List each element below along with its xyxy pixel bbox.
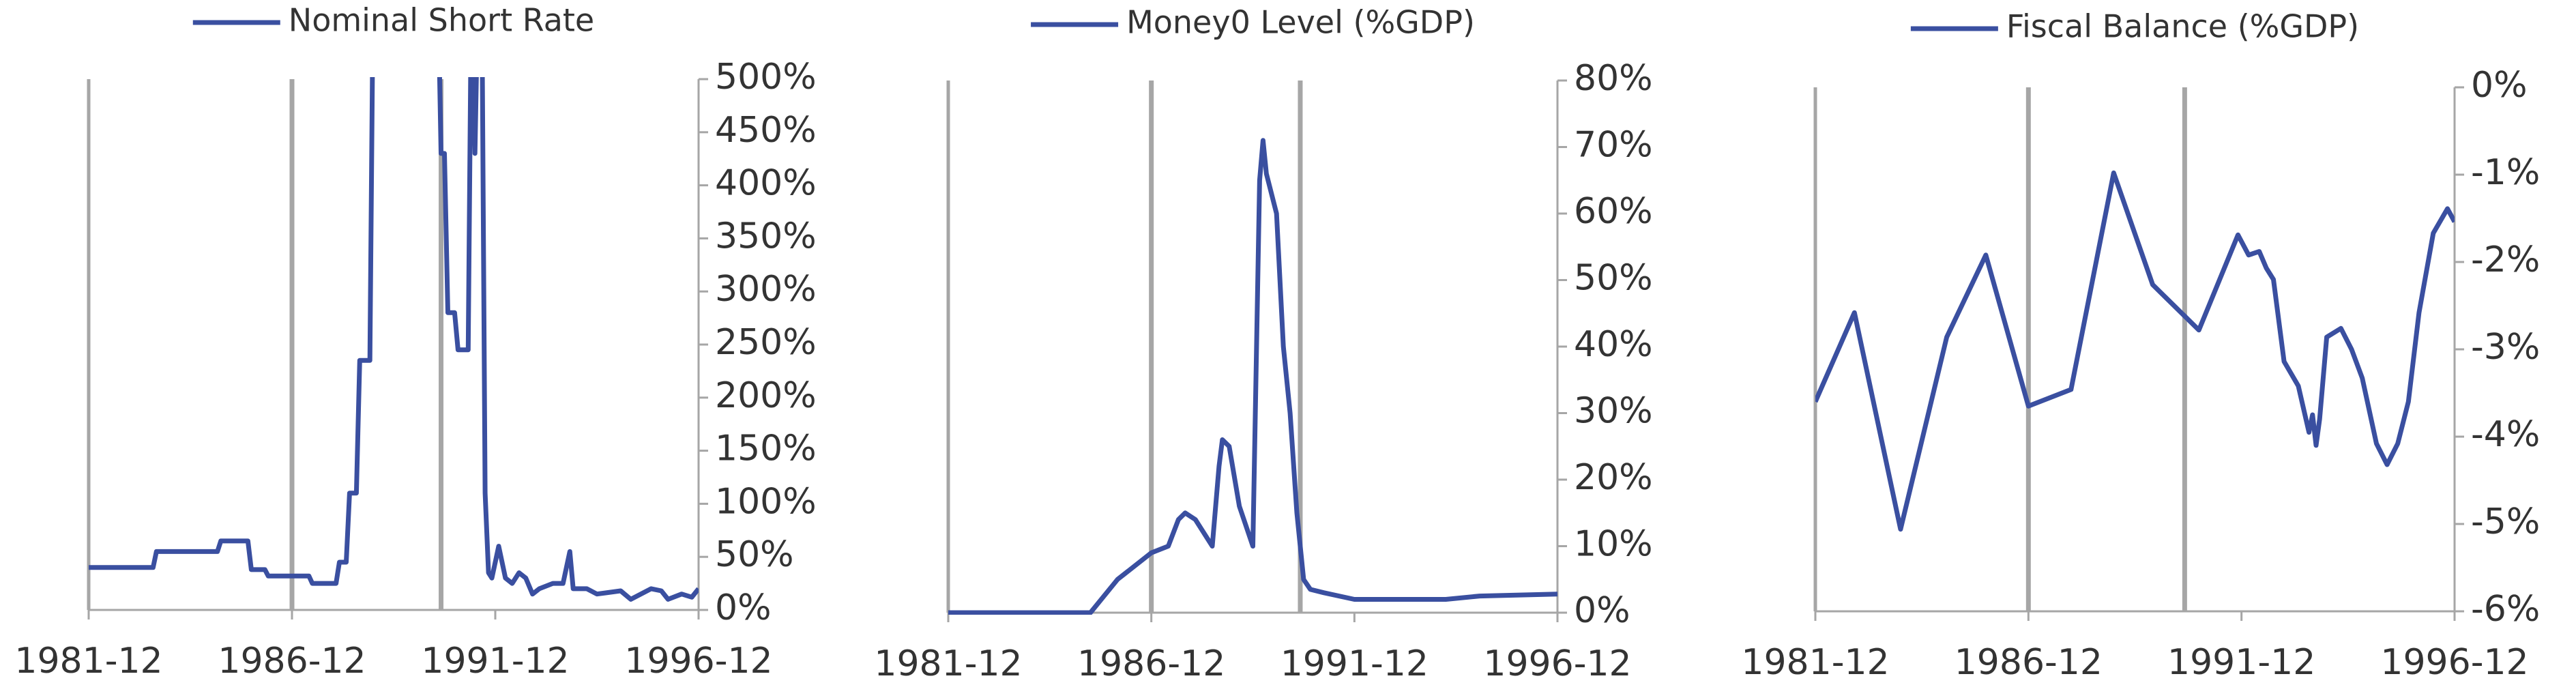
y-tick-label: 20% <box>1574 457 1653 498</box>
legend-label: Fiscal Balance (%GDP) <box>2006 8 2359 45</box>
y-tick-label: 100% <box>715 481 817 522</box>
x-tick-label: 1981-12 <box>14 641 162 682</box>
x-tick-label: 1991-12 <box>2167 642 2315 683</box>
y-tick-label: 450% <box>715 110 817 151</box>
panel: 0% 50% 100% 150% 200% 250% 300% 350% 400% 450% 500… <box>14 2 817 682</box>
y-tick-label: 60% <box>1574 191 1653 232</box>
y-tick-label: 150% <box>715 428 817 469</box>
x-tick-label: 1981-12 <box>1741 642 1889 683</box>
x-tick-label: 1986-12 <box>218 641 366 682</box>
legend: Money0 Level (%GDP) <box>1031 4 1475 41</box>
x-tick-label: 1986-12 <box>1077 643 1225 684</box>
y-tick-label: 10% <box>1574 524 1653 565</box>
y-tick-label: 50% <box>715 534 794 575</box>
y-tick-label: -3% <box>2471 327 2540 368</box>
legend-label: Money0 Level (%GDP) <box>1126 4 1475 41</box>
legend: Fiscal Balance (%GDP) <box>1910 8 2359 45</box>
y-tick-label: 0% <box>2471 65 2528 106</box>
y-tick-label: 250% <box>715 322 817 363</box>
y-tick-label: 0% <box>1574 590 1630 631</box>
y-tick-label: 300% <box>715 269 817 310</box>
data-line <box>948 138 1557 615</box>
x-tick-label: 1991-12 <box>1280 643 1429 684</box>
y-tick-label: 200% <box>715 375 817 416</box>
y-tick-label: 400% <box>715 163 817 204</box>
data-line <box>89 77 699 602</box>
y-tick-label: 0% <box>715 587 772 628</box>
y-tick-label: -2% <box>2471 239 2540 280</box>
y-tick-label: -4% <box>2471 414 2540 455</box>
panel: 0% 10% 20% 30% 40% 50% 60% 70% 80% 1981-12 1986-12… <box>874 4 1652 685</box>
y-tick-label: 30% <box>1574 391 1653 432</box>
y-tick-label: -6% <box>2471 589 2540 630</box>
y-tick-label: 40% <box>1574 324 1653 365</box>
data-line <box>1815 170 2455 532</box>
legend-label: Nominal Short Rate <box>289 2 594 39</box>
y-tick-label: -5% <box>2471 501 2540 542</box>
x-tick-label: 1996-12 <box>624 641 772 682</box>
legend: Nominal Short Rate <box>192 2 594 39</box>
x-tick-label: 1981-12 <box>874 643 1022 684</box>
y-tick-label: 50% <box>1574 258 1653 299</box>
y-tick-label: 350% <box>715 216 817 257</box>
y-tick-label: 70% <box>1574 125 1653 166</box>
x-tick-label: 1996-12 <box>2380 642 2528 683</box>
y-tick-label: 80% <box>1574 58 1653 99</box>
x-tick-label: 1996-12 <box>1483 643 1631 684</box>
panel: -6% -5% -4% -3% -2% -1% 0% 1981-12 1986-12 1991-1… <box>1741 8 2540 684</box>
y-tick-label: -1% <box>2471 152 2540 193</box>
x-tick-label: 1986-12 <box>1955 642 2103 683</box>
x-tick-label: 1991-12 <box>421 641 569 682</box>
y-tick-label: 500% <box>715 57 817 98</box>
